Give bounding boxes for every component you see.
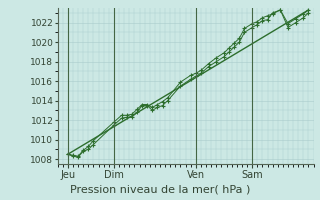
Text: Pression niveau de la mer( hPa ): Pression niveau de la mer( hPa ): [70, 184, 250, 194]
